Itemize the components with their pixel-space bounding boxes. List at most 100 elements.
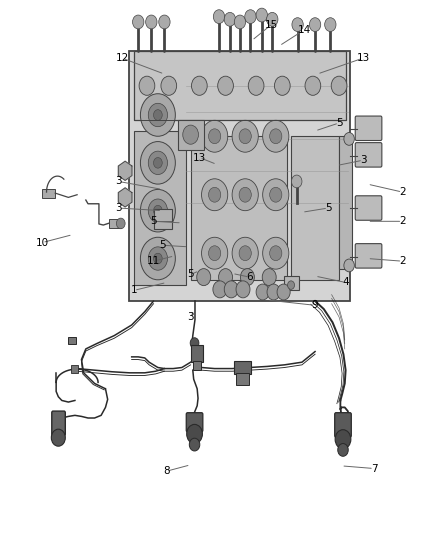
FancyBboxPatch shape <box>355 244 382 268</box>
Text: 8: 8 <box>163 466 170 476</box>
Circle shape <box>153 158 162 168</box>
Circle shape <box>213 10 225 23</box>
Circle shape <box>236 281 250 298</box>
Text: 3: 3 <box>115 176 122 187</box>
Circle shape <box>201 237 228 269</box>
FancyBboxPatch shape <box>193 361 201 370</box>
Circle shape <box>153 253 162 264</box>
Circle shape <box>270 246 282 261</box>
Text: 3: 3 <box>115 203 122 213</box>
FancyBboxPatch shape <box>109 219 121 228</box>
Circle shape <box>239 246 251 261</box>
Circle shape <box>148 151 167 174</box>
Circle shape <box>270 187 282 202</box>
Circle shape <box>148 247 167 270</box>
Circle shape <box>141 189 175 232</box>
Circle shape <box>267 12 278 26</box>
Text: 11: 11 <box>147 256 160 266</box>
FancyBboxPatch shape <box>134 51 346 120</box>
Circle shape <box>208 187 221 202</box>
Text: 2: 2 <box>399 256 406 266</box>
Circle shape <box>117 218 125 229</box>
Circle shape <box>344 259 354 272</box>
Circle shape <box>262 269 276 286</box>
FancyBboxPatch shape <box>355 143 382 167</box>
Text: 5: 5 <box>325 203 332 213</box>
FancyBboxPatch shape <box>237 373 249 384</box>
FancyBboxPatch shape <box>234 361 251 374</box>
Circle shape <box>218 76 233 95</box>
Text: 2: 2 <box>399 216 406 227</box>
Circle shape <box>219 269 233 286</box>
Circle shape <box>183 125 198 144</box>
Circle shape <box>305 76 321 95</box>
Circle shape <box>232 120 258 152</box>
Circle shape <box>148 103 167 127</box>
FancyBboxPatch shape <box>186 413 203 432</box>
Circle shape <box>275 76 290 95</box>
Circle shape <box>141 94 175 136</box>
Circle shape <box>292 18 303 31</box>
FancyBboxPatch shape <box>71 366 78 373</box>
FancyBboxPatch shape <box>339 136 352 269</box>
Circle shape <box>248 76 264 95</box>
Circle shape <box>245 10 256 23</box>
Text: 6: 6 <box>246 272 253 282</box>
Text: 3: 3 <box>360 155 367 165</box>
Text: 5: 5 <box>150 216 157 227</box>
Text: 12: 12 <box>116 53 129 63</box>
Circle shape <box>239 129 251 144</box>
Circle shape <box>263 237 289 269</box>
FancyBboxPatch shape <box>153 209 172 229</box>
Circle shape <box>263 120 289 152</box>
FancyBboxPatch shape <box>177 120 204 150</box>
Circle shape <box>344 133 354 146</box>
Circle shape <box>141 142 175 184</box>
Circle shape <box>146 15 157 29</box>
FancyBboxPatch shape <box>191 345 203 362</box>
Circle shape <box>141 237 175 280</box>
Circle shape <box>190 338 199 349</box>
Circle shape <box>148 199 167 222</box>
Circle shape <box>263 179 289 211</box>
FancyBboxPatch shape <box>355 196 382 220</box>
Text: 7: 7 <box>371 464 377 473</box>
Circle shape <box>161 76 177 95</box>
Circle shape <box>191 76 207 95</box>
Circle shape <box>201 179 228 211</box>
Text: 1: 1 <box>131 286 137 295</box>
FancyBboxPatch shape <box>134 131 186 285</box>
FancyBboxPatch shape <box>291 136 339 280</box>
Circle shape <box>234 15 246 29</box>
Circle shape <box>240 269 254 286</box>
Circle shape <box>335 430 351 449</box>
Circle shape <box>309 18 321 31</box>
Circle shape <box>139 76 155 95</box>
Circle shape <box>325 18 336 31</box>
Polygon shape <box>118 161 132 180</box>
FancyBboxPatch shape <box>42 189 55 198</box>
FancyBboxPatch shape <box>130 51 350 301</box>
FancyBboxPatch shape <box>335 413 351 437</box>
Circle shape <box>187 424 202 443</box>
Text: 15: 15 <box>265 20 278 30</box>
Circle shape <box>224 12 236 26</box>
Circle shape <box>197 269 211 286</box>
Circle shape <box>201 120 228 152</box>
Circle shape <box>267 284 280 300</box>
Text: 2: 2 <box>399 187 406 197</box>
FancyBboxPatch shape <box>52 411 65 435</box>
Circle shape <box>331 76 347 95</box>
Circle shape <box>291 175 302 188</box>
Text: 5: 5 <box>336 118 343 128</box>
Circle shape <box>270 129 282 144</box>
FancyBboxPatch shape <box>68 337 76 344</box>
Text: 4: 4 <box>343 278 349 287</box>
FancyBboxPatch shape <box>355 116 382 141</box>
Text: 14: 14 <box>297 25 311 35</box>
Circle shape <box>277 284 290 300</box>
Circle shape <box>208 246 221 261</box>
Text: 3: 3 <box>187 312 194 322</box>
Text: 10: 10 <box>35 238 49 247</box>
Circle shape <box>232 179 258 211</box>
